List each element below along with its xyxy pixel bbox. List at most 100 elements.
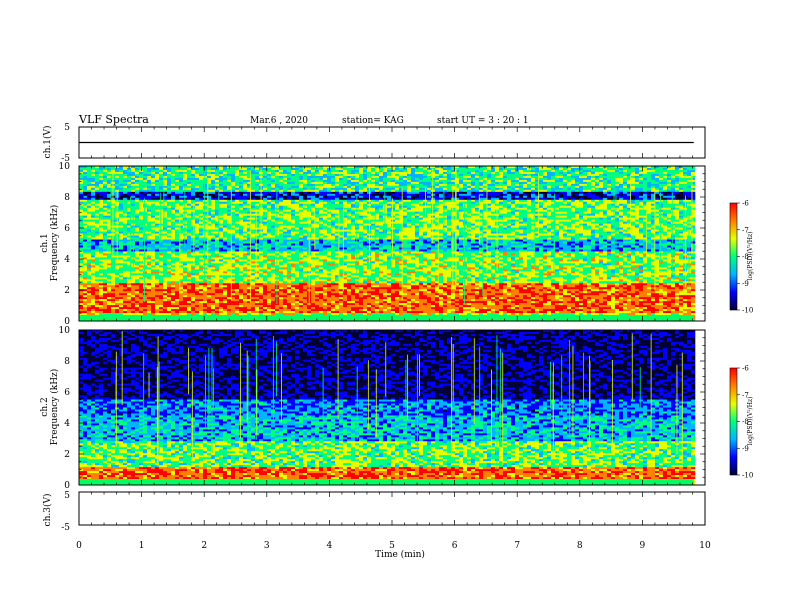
spectrogram-cell — [547, 183, 552, 187]
spectrogram-cell — [355, 171, 360, 175]
spectrogram-cell — [351, 203, 356, 207]
spectrogram-cell — [131, 181, 136, 185]
spectrogram-cell — [443, 225, 448, 228]
spectrogram-cell — [347, 173, 352, 177]
spectrogram-cell — [123, 217, 128, 220]
spectrogram-cell — [595, 187, 600, 191]
spectrogram-cell — [467, 213, 472, 216]
spectrogram-cell — [291, 227, 296, 230]
spectrogram-cell — [603, 215, 608, 218]
spectrogram-cell — [563, 225, 568, 228]
spectrogram-cell — [411, 223, 416, 226]
spectrogram-cell — [411, 227, 416, 230]
spectrogram-cell — [535, 209, 540, 213]
spectrogram-cell — [195, 227, 200, 230]
spectrogram-cell — [287, 215, 292, 218]
spectrogram-cell — [175, 179, 180, 183]
spectrogram-cell — [595, 183, 600, 187]
spectrogram-cell — [159, 167, 164, 171]
spectrogram-cell — [199, 213, 204, 216]
spectrogram-cell — [435, 173, 440, 177]
spectrogram-cell — [483, 181, 488, 185]
spectrogram-cell — [175, 183, 180, 187]
spectrogram-cell — [559, 215, 564, 218]
spectrogram-cell — [119, 215, 124, 218]
spectrogram-cell — [615, 181, 620, 185]
spectrogram-cell — [543, 215, 548, 218]
spectrogram-cell — [315, 223, 320, 226]
spectrogram-cell — [631, 171, 636, 175]
spectrogram-cell — [179, 169, 184, 173]
spectrogram-cell — [527, 177, 532, 181]
spectrogram-cell — [79, 189, 84, 193]
spectrogram-cell — [307, 189, 312, 193]
spectrogram-cell — [119, 203, 124, 207]
spectrogram-cell — [551, 197, 556, 201]
spectrogram-cell — [395, 177, 400, 181]
spectrogram-cell — [183, 173, 188, 177]
spectrogram-cell — [499, 183, 504, 187]
spectrogram-cell — [479, 217, 484, 220]
spectrogram-cell — [515, 183, 520, 187]
spectrogram-cell — [187, 225, 192, 228]
spectrogram-cell — [479, 205, 484, 209]
spectrogram-cell — [679, 171, 684, 175]
spectrogram-cell — [455, 167, 460, 171]
spectrogram-cell — [131, 179, 136, 183]
spectrogram-cell — [315, 207, 320, 211]
spectrogram-cell — [555, 221, 560, 224]
spectrogram-cell — [627, 207, 632, 211]
spectrogram-cell — [423, 185, 428, 189]
spectrogram-cell — [159, 181, 164, 185]
spectrogram-cell — [599, 215, 604, 218]
spectrogram-cell — [331, 217, 336, 220]
spectrogram-cell — [79, 179, 84, 183]
spectrogram-cell — [659, 227, 664, 230]
spectrogram-cell — [435, 167, 440, 171]
spectrogram-cell — [363, 199, 368, 203]
spectrogram-cell — [587, 166, 592, 169]
spectrogram-cell — [235, 177, 240, 181]
spectrogram-cell — [611, 227, 616, 230]
spectrogram-cell — [179, 173, 184, 177]
spectrogram-cell — [267, 219, 272, 222]
spectrogram-cell — [299, 229, 304, 232]
spectrogram-cell — [399, 219, 404, 222]
spectrogram-cell — [475, 171, 480, 175]
spectrogram-cell — [519, 189, 524, 193]
spectrogram-cell — [439, 205, 444, 209]
spectrogram-cell — [475, 185, 480, 189]
spectrogram-cell — [631, 227, 636, 230]
spectrogram-cell — [487, 191, 492, 195]
spectrogram-cell — [151, 193, 156, 197]
spectrogram-cell — [399, 225, 404, 228]
spectrogram-cell — [667, 167, 672, 171]
spectrogram-cell — [519, 173, 524, 177]
spectrogram-cell — [659, 197, 664, 201]
spectrogram-cell — [507, 223, 512, 226]
spectrogram-cell — [171, 173, 176, 177]
spectrogram-cell — [423, 166, 428, 169]
spectrogram-cell — [607, 201, 612, 205]
spectrogram-cell — [663, 209, 668, 213]
spectrogram-cell — [447, 225, 452, 228]
spectrogram-cell — [431, 175, 436, 179]
spectrogram-cell — [371, 205, 376, 209]
spectrogram-cell — [227, 171, 232, 175]
spectrogram-cell — [611, 217, 616, 220]
spectrogram-cell — [627, 171, 632, 175]
spectrogram-cell — [163, 169, 168, 173]
spectrogram-cell — [499, 171, 504, 175]
spectrogram-cell — [163, 209, 168, 213]
spectrogram-cell — [631, 205, 636, 209]
spectrogram-cell — [255, 213, 260, 216]
spectrogram-cell — [255, 229, 260, 232]
spectrogram-cell — [431, 203, 436, 207]
spectrogram-cell — [587, 189, 592, 193]
spectrogram-cell — [155, 227, 160, 230]
spectrogram-cell — [519, 211, 524, 214]
spectrogram-cell — [163, 215, 168, 218]
spectrogram-cell — [231, 195, 236, 199]
spectrogram-cell — [615, 223, 620, 226]
spectrogram-cell — [107, 191, 112, 195]
